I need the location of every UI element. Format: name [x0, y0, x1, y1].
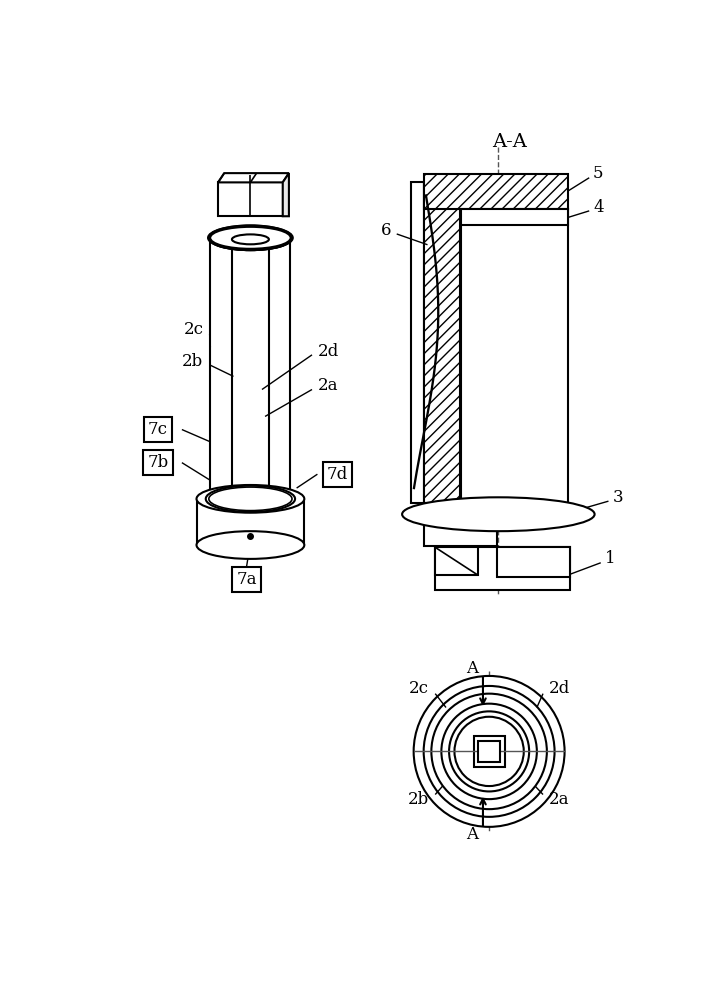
Text: 7d: 7d	[327, 466, 348, 483]
Text: 2b: 2b	[182, 353, 203, 370]
Text: 2a: 2a	[549, 791, 570, 808]
Ellipse shape	[209, 487, 292, 511]
Text: 7a: 7a	[237, 571, 257, 588]
Ellipse shape	[414, 676, 565, 827]
Text: 5: 5	[593, 165, 603, 182]
Text: 3: 3	[612, 489, 623, 506]
Text: A: A	[466, 660, 478, 677]
Text: 2d: 2d	[549, 680, 571, 697]
Bar	[435, 547, 478, 575]
Bar	[478, 741, 500, 762]
Ellipse shape	[211, 229, 290, 250]
Ellipse shape	[211, 487, 290, 508]
Text: 1: 1	[605, 550, 615, 567]
Bar	[424, 503, 497, 546]
Text: 2c: 2c	[409, 680, 429, 697]
Ellipse shape	[424, 686, 555, 817]
Text: 2a: 2a	[317, 377, 338, 394]
Ellipse shape	[208, 225, 293, 250]
Ellipse shape	[441, 704, 537, 799]
Ellipse shape	[197, 531, 304, 559]
Ellipse shape	[454, 717, 523, 786]
Text: A: A	[466, 826, 478, 843]
Bar	[460, 209, 568, 225]
Polygon shape	[282, 173, 289, 216]
Polygon shape	[218, 173, 289, 182]
Ellipse shape	[209, 225, 292, 250]
Bar	[435, 547, 570, 590]
Bar	[411, 182, 424, 503]
Ellipse shape	[205, 486, 295, 512]
Text: 7b: 7b	[147, 454, 168, 471]
Bar	[460, 209, 568, 519]
Ellipse shape	[211, 227, 290, 249]
Ellipse shape	[232, 234, 269, 244]
Ellipse shape	[449, 711, 529, 791]
Bar	[497, 547, 570, 577]
Text: 2b: 2b	[408, 791, 429, 808]
Text: A-A: A-A	[492, 133, 527, 151]
Polygon shape	[218, 182, 282, 216]
Text: 2d: 2d	[317, 342, 338, 360]
Bar	[424, 174, 568, 209]
Ellipse shape	[211, 227, 290, 249]
Text: 4: 4	[593, 199, 604, 216]
Text: 6: 6	[381, 222, 391, 239]
Bar	[474, 736, 505, 767]
Ellipse shape	[431, 694, 547, 809]
Ellipse shape	[197, 485, 304, 513]
Text: 7c: 7c	[148, 421, 168, 438]
Text: 2c: 2c	[184, 321, 203, 338]
Ellipse shape	[402, 497, 595, 531]
Bar	[424, 182, 460, 503]
